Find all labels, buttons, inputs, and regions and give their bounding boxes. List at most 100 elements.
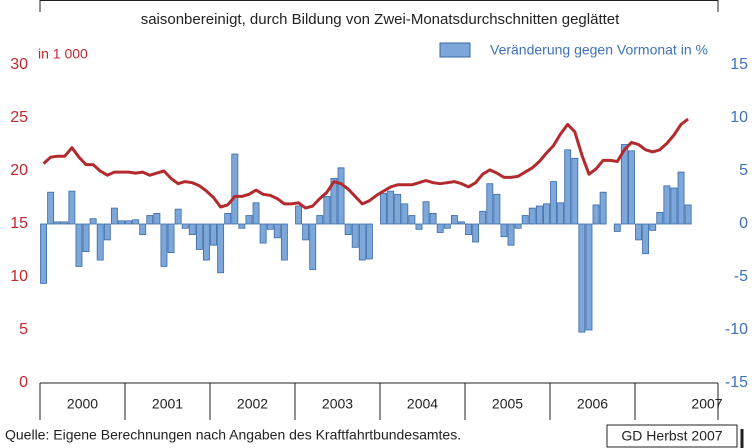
- bar: [635, 223, 642, 241]
- bar: [642, 223, 650, 255]
- y-tick-label: 0: [19, 374, 28, 391]
- bar: [210, 223, 217, 246]
- bar: [89, 218, 97, 225]
- bar: [295, 205, 302, 225]
- bar: [174, 208, 182, 225]
- bar: [422, 201, 430, 225]
- bar: [507, 223, 515, 246]
- bar: [479, 210, 487, 225]
- y2-tick-label: 10: [730, 109, 748, 126]
- line: [42, 117, 689, 210]
- y2-tick-label: -5: [734, 268, 748, 285]
- bar: [514, 223, 522, 229]
- bar: [323, 196, 331, 225]
- bar: [528, 207, 536, 225]
- y-tick-label: 30: [10, 56, 28, 73]
- bar: [96, 223, 104, 261]
- y-tick-label: 20: [10, 162, 28, 179]
- bar: [387, 190, 395, 225]
- bar: [493, 193, 501, 225]
- x-tick-label: 2006: [577, 396, 608, 412]
- bar: [224, 212, 232, 225]
- bar: [181, 223, 189, 229]
- bar: [330, 178, 338, 225]
- bar: [550, 181, 557, 225]
- bar: [118, 220, 125, 225]
- bar: [592, 204, 600, 225]
- bar: [628, 150, 635, 225]
- y-tick-label: 5: [19, 321, 28, 338]
- bar: [358, 223, 366, 261]
- source: Quelle: Eigene Berechnungen nach Angaben…: [5, 427, 461, 443]
- y-axis-label: in 1 000: [38, 46, 88, 62]
- legend-label: Veränderung gegen Vormonat in %: [490, 42, 708, 58]
- bar: [103, 223, 111, 241]
- bar: [195, 223, 203, 250]
- bar: [110, 207, 118, 225]
- y-tick-label: 15: [10, 215, 28, 232]
- bar: [684, 204, 692, 225]
- y2-tick-label: 5: [739, 162, 748, 179]
- bar: [82, 223, 90, 252]
- bar: [61, 221, 69, 225]
- bar: [394, 193, 402, 225]
- bar: [266, 223, 274, 230]
- bar: [160, 223, 168, 267]
- bar: [599, 191, 607, 225]
- bar: [337, 167, 345, 225]
- bar: [54, 221, 62, 225]
- x-tick-label: 2007: [691, 396, 722, 412]
- bar: [203, 223, 210, 261]
- bar: [486, 183, 494, 225]
- y2-tick-label: 15: [730, 56, 748, 73]
- bar: [380, 192, 387, 225]
- bar: [521, 215, 529, 225]
- bar: [436, 223, 444, 233]
- credit-box: [606, 424, 738, 448]
- x-tick-label: 2005: [492, 396, 523, 412]
- bar: [309, 223, 317, 270]
- bar: [68, 190, 76, 225]
- bar: [443, 223, 451, 229]
- bar: [543, 203, 550, 225]
- bar: [649, 223, 657, 231]
- bar: [280, 223, 288, 261]
- y-tick-label: 25: [10, 109, 28, 126]
- bar: [47, 191, 55, 225]
- bar: [500, 223, 508, 238]
- bar: [472, 223, 480, 243]
- bar: [252, 202, 260, 225]
- bar: [365, 223, 373, 260]
- bar: [408, 215, 416, 225]
- x-tick-label: 2002: [237, 396, 268, 412]
- bar: [564, 149, 572, 225]
- bar: [245, 215, 253, 225]
- bar: [670, 187, 678, 225]
- bar: [613, 223, 621, 232]
- bar: [677, 171, 685, 225]
- bar: [302, 223, 310, 241]
- bar: [535, 205, 543, 225]
- bar: [458, 221, 465, 225]
- bar: [139, 223, 147, 235]
- bar: [656, 211, 664, 225]
- x-tick-label: 2003: [322, 396, 353, 412]
- y-tick-label: 10: [10, 268, 28, 285]
- y2-tick-label: -15: [725, 374, 748, 391]
- bar: [620, 144, 628, 225]
- y2-tick-label: -10: [725, 321, 748, 338]
- bar: [125, 220, 132, 225]
- bar: [415, 223, 423, 230]
- bar: [188, 223, 196, 235]
- x-tick-label: 2004: [407, 396, 438, 412]
- bar: [578, 223, 586, 333]
- credit: GD Herbst 2007: [621, 428, 722, 444]
- bar: [153, 212, 161, 225]
- x-tick-label: 2001: [152, 396, 183, 412]
- bar: [40, 223, 47, 284]
- bar: [273, 223, 281, 239]
- bar: [217, 223, 225, 274]
- y2-tick-label: 0: [739, 215, 748, 232]
- bar: [465, 223, 472, 235]
